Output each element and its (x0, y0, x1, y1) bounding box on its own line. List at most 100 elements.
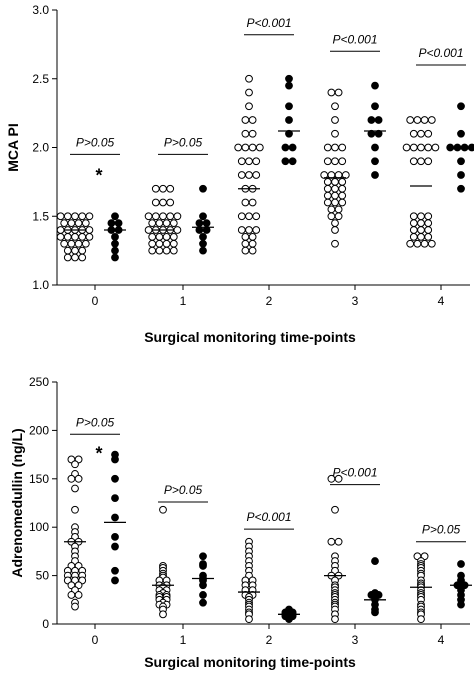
data-point-filled (457, 171, 465, 179)
data-point-filled (199, 232, 207, 241)
data-point-open (56, 226, 65, 234)
data-point-open (60, 239, 69, 248)
data-point-filled (199, 239, 207, 248)
data-point-filled (288, 143, 297, 152)
data-point-open (162, 246, 171, 255)
data-point-open (85, 212, 94, 221)
data-point-open (331, 615, 339, 624)
data-point-open (413, 239, 422, 248)
x-tick-label: 1 (180, 294, 187, 308)
data-point-open (331, 239, 339, 248)
data-point-open (74, 474, 83, 483)
significance-label: P>0.05 (422, 523, 461, 537)
data-point-open (63, 232, 72, 241)
data-point-open (237, 157, 246, 166)
data-point-filled (285, 74, 293, 83)
data-point-open (327, 212, 336, 221)
mca-pi-panel: 1.0 1.5 2.0 2.5 3.0 0 1 2 3 4 Surgical monitoring … (5, 3, 474, 345)
data-point-open (74, 591, 83, 599)
data-point-open (409, 232, 418, 241)
y-tick-label: 1.0 (32, 278, 49, 292)
data-point-open (85, 226, 94, 234)
data-point-open (331, 157, 339, 166)
data-point-filled (371, 171, 379, 179)
data-point-open (159, 198, 167, 207)
data-point-filled (111, 513, 119, 522)
data-point-open (338, 198, 347, 207)
data-point-open (420, 239, 429, 248)
data-point-filled (111, 455, 119, 464)
data-point-open (334, 537, 343, 546)
data-point-filled (111, 253, 119, 262)
significance-label: P<0.001 (332, 466, 377, 480)
data-point-open (334, 88, 343, 97)
y-tick-label: 0 (42, 617, 49, 631)
data-point-open (78, 253, 87, 262)
data-point-open (144, 212, 153, 221)
y-tick-label: 100 (29, 520, 49, 534)
data-point-open (155, 246, 164, 255)
data-point-open (327, 205, 336, 214)
data-point-open (424, 212, 433, 221)
data-point-open (409, 212, 418, 221)
data-point-open (341, 171, 350, 179)
data-point-open (417, 129, 425, 138)
data-point-open (417, 232, 425, 241)
data-point-open (234, 143, 243, 152)
data-point-filled (371, 157, 379, 166)
y-tick-label: 200 (29, 423, 49, 437)
data-point-filled (281, 143, 290, 152)
data-point-open (241, 232, 250, 241)
data-point-open (173, 226, 182, 234)
data-point-open (248, 232, 257, 241)
significance-label: P<0.001 (246, 16, 291, 30)
data-point-open (241, 198, 250, 207)
significance-star: * (95, 444, 102, 464)
data-point-open (331, 143, 339, 152)
data-point-filled (288, 157, 297, 166)
y-tick-label: 150 (29, 472, 49, 486)
data-point-open (241, 246, 250, 255)
data-point-open (245, 212, 253, 221)
x-tick-label: 0 (92, 633, 99, 647)
data-point-open (331, 198, 339, 207)
data-point-filled (367, 116, 376, 124)
y-tick-label: 50 (36, 569, 50, 583)
data-point-filled (446, 143, 455, 152)
data-point-filled (111, 212, 119, 221)
data-point-open (159, 212, 167, 221)
data-point-filled (111, 576, 119, 585)
data-point-open (67, 591, 76, 599)
data-point-open (245, 102, 253, 111)
significance-label: P<0.001 (332, 32, 377, 46)
data-point-open (338, 143, 347, 152)
data-point-open (78, 246, 87, 255)
data-point-filled (371, 102, 379, 111)
data-point-open (237, 212, 246, 221)
data-point-open (331, 116, 339, 124)
data-point-open (417, 143, 425, 152)
data-point-open (71, 232, 79, 241)
data-point-filled (199, 562, 207, 570)
data-point-open (166, 184, 175, 193)
data-point-open (327, 88, 336, 97)
data-point-open (144, 226, 153, 234)
data-point-open (331, 184, 339, 193)
data-point-open (60, 219, 69, 228)
x-tick-label: 2 (266, 294, 273, 308)
data-point-open (248, 143, 257, 152)
data-point-open (63, 212, 72, 221)
data-point-filled (199, 184, 207, 193)
data-point-open (237, 171, 246, 179)
data-point-open (248, 198, 257, 207)
data-point-open (323, 198, 332, 207)
data-point-open (241, 239, 250, 248)
data-point-open (74, 219, 83, 228)
data-point-open (406, 239, 415, 248)
data-point-open (338, 184, 347, 193)
data-point-open (245, 157, 253, 166)
data-point-filled (457, 560, 465, 568)
data-point-open (331, 177, 339, 186)
data-point-open (71, 253, 79, 262)
data-point-open (169, 219, 178, 228)
